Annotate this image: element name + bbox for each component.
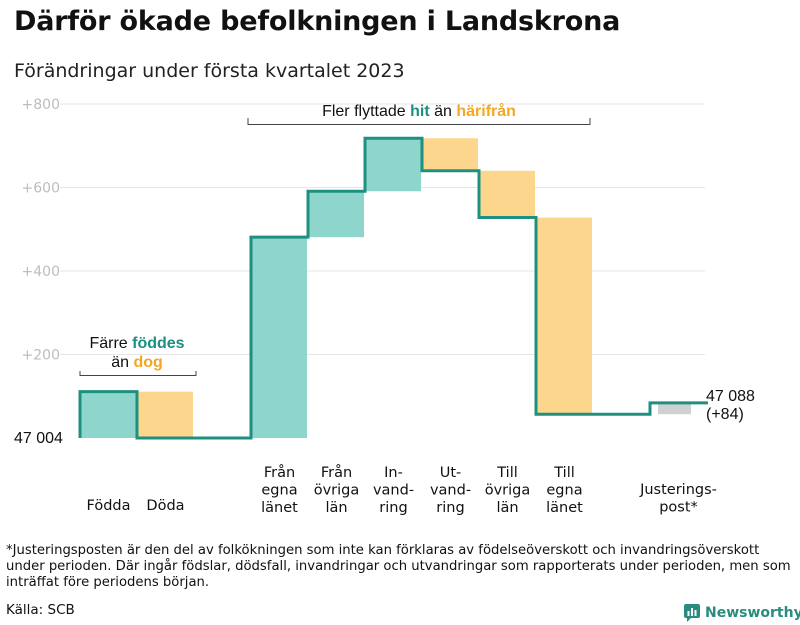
annotation-highlight-born: föddes — [132, 335, 185, 352]
bar-utvandring — [423, 138, 478, 171]
bar-fodda — [81, 391, 136, 438]
category-label-invandring: ring — [379, 500, 407, 516]
category-label-justeringspost: Justerings- — [639, 482, 717, 498]
annotation-highlight-away: härifrån — [456, 102, 516, 120]
y-tick-label: +800 — [22, 97, 60, 113]
newsworthy-logo-icon — [684, 604, 700, 622]
step-line — [78, 136, 708, 440]
annotation-text: än — [430, 103, 457, 120]
end-population-label: 47 088 — [706, 388, 755, 405]
annotation-text: Fler flyttade — [322, 103, 410, 120]
y-tick-label: +600 — [22, 181, 60, 197]
category-label-utvandring: vand- — [430, 483, 471, 499]
annotation-text: Färre — [89, 335, 132, 352]
newsworthy-logo[interactable]: Newsworthy — [684, 603, 800, 623]
annotation-bracket-top — [247, 118, 591, 125]
annotation-more-moved-here: Fler flyttade hit än härifrån — [322, 102, 516, 120]
end-change-label: (+84) — [706, 406, 744, 423]
category-label-till-egna-lanet: länet — [546, 500, 583, 516]
category-label-fran-egna-lanet: Från — [264, 464, 295, 481]
bar-justeringspost — [658, 402, 691, 415]
category-label-fran-egna-lanet: länet — [261, 500, 298, 516]
newsworthy-logo-text: Newsworthy — [705, 605, 800, 621]
category-label-fran-ovriga-lan: övriga — [314, 483, 360, 499]
baseline-population-label: 47 004 — [14, 430, 63, 447]
category-label-utvandring: Ut- — [440, 465, 462, 481]
annotation-highlight-here: hit — [410, 103, 430, 120]
source-label: Källa: SCB — [6, 602, 75, 618]
category-label-till-ovriga-lan: Till — [496, 465, 518, 481]
bar-fran-ovriga-lan — [309, 191, 364, 238]
category-label-fran-egna-lanet: egna — [261, 483, 297, 499]
category-label-fran-ovriga-lan: län — [325, 500, 347, 516]
bar-invandring — [366, 138, 421, 192]
category-label-utvandring: ring — [436, 500, 464, 516]
category-label-invandring: vand- — [373, 483, 414, 499]
category-label-till-egna-lanet: Till — [553, 465, 575, 481]
chart-title: Därför ökade befolkningen i Landskrona — [14, 6, 621, 37]
footnote: *Justeringsposten är den del av folkökni… — [6, 543, 791, 590]
y-tick-label: +400 — [22, 264, 60, 280]
annotation-than-died: än dog — [111, 354, 163, 371]
bar-doda — [138, 391, 193, 438]
category-label-invandring: In- — [384, 465, 403, 481]
bar-till-egna-lanet — [537, 217, 592, 415]
category-label-doda: Döda — [146, 498, 184, 514]
category-label-justeringspost: post* — [659, 500, 698, 516]
annotation-text: än — [111, 354, 133, 371]
category-label-till-egna-lanet: egna — [546, 483, 582, 499]
annotation-highlight-died: dog — [133, 354, 162, 371]
category-label-fodda: Födda — [87, 498, 131, 514]
y-tick-label: +200 — [22, 348, 60, 364]
annotation-bracket-left — [79, 371, 197, 376]
category-label-till-ovriga-lan: övriga — [485, 483, 531, 499]
bar-till-ovriga-lan — [480, 170, 535, 218]
chart-subtitle: Förändringar under första kvartalet 2023 — [14, 60, 405, 82]
bar-fran-egna-lanet — [252, 237, 307, 438]
category-label-fran-ovriga-lan: Från — [321, 464, 352, 481]
annotation-fewer-born: Färre föddes — [89, 335, 184, 352]
category-label-till-ovriga-lan: län — [496, 500, 518, 516]
